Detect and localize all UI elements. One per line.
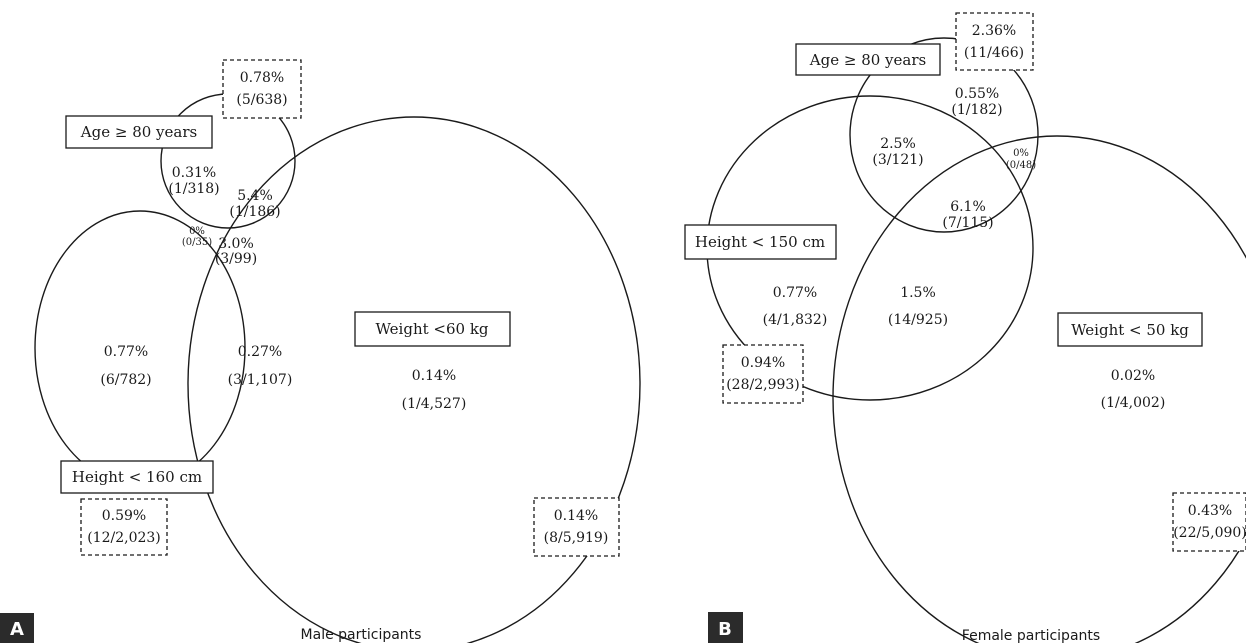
- b-height-label-box: [684, 224, 837, 260]
- b-age-total-box: [955, 12, 1034, 71]
- a-age-total-box: [222, 59, 302, 119]
- a-age-height-pct: 0%: [189, 226, 205, 237]
- a-weight-total-pct: 0.14%: [554, 508, 598, 524]
- a-weight-circle: [187, 116, 641, 643]
- b-age-label-box: [795, 43, 941, 76]
- panel-a: Age ≥ 80 years 0.78% (5/638) Weight <60 …: [0, 59, 641, 643]
- b-age-height-frac: (3/121): [872, 152, 923, 168]
- b-weight-total-box: [1172, 492, 1246, 552]
- a-age-weight-frac: (1/186): [229, 204, 280, 220]
- a-panel-letter: A: [10, 619, 24, 640]
- a-weight-total-box: [533, 497, 620, 557]
- b-height-total-pct: 0.94%: [741, 355, 785, 371]
- a-panel-tag: [0, 613, 34, 643]
- b-weight-total-pct: 0.43%: [1188, 503, 1232, 519]
- b-height-only-pct: 0.77%: [773, 285, 817, 301]
- a-height-total-box: [80, 498, 168, 556]
- b-all-three-frac: (7/115): [942, 215, 993, 231]
- a-caption: Male participants: [301, 627, 422, 643]
- b-age-label: Age ≥ 80 years: [809, 51, 926, 69]
- b-weight-only-pct: 0.02%: [1111, 368, 1155, 384]
- a-weight-label: Weight <60 kg: [375, 320, 488, 338]
- b-panel-tag: [708, 612, 743, 643]
- b-weight-label: Weight < 50 kg: [1071, 321, 1189, 339]
- a-age-label-box: [65, 115, 213, 149]
- b-weight-only-frac: (1/4,002): [1101, 395, 1166, 411]
- a-height-total-pct: 0.59%: [102, 508, 146, 524]
- b-age-weight-frac: (0/48): [1006, 160, 1036, 171]
- b-age-only-frac: (1/182): [951, 102, 1002, 118]
- a-age-label: Age ≥ 80 years: [80, 123, 197, 141]
- a-height-total-frac: (12/2,023): [87, 530, 161, 546]
- b-age-weight-pct: 0%: [1013, 148, 1029, 159]
- a-all-three-frac: (3/99): [215, 251, 257, 267]
- a-weight-only-pct: 0.14%: [412, 368, 456, 384]
- a-height-weight-pct: 0.27%: [238, 344, 282, 360]
- b-age-total-pct: 2.36%: [972, 23, 1016, 39]
- b-height-label: Height < 150 cm: [695, 233, 825, 251]
- a-weight-total-frac: (8/5,919): [544, 530, 609, 546]
- b-weight-circle: [832, 135, 1246, 643]
- a-height-only-frac: (6/782): [100, 372, 151, 388]
- a-age-total-frac: (5/638): [236, 92, 287, 108]
- a-height-label: Height < 160 cm: [72, 468, 202, 486]
- b-age-only-pct: 0.55%: [955, 86, 999, 102]
- a-age-weight-pct: 5.4%: [237, 188, 273, 204]
- a-age-height-frac: (0/35): [182, 237, 212, 248]
- panel-b: Age ≥ 80 years 2.36% (11/466) Height < 1…: [684, 12, 1246, 643]
- b-age-height-pct: 2.5%: [880, 136, 916, 152]
- a-weight-label-box: [354, 311, 511, 347]
- b-age-circle: [849, 37, 1039, 233]
- a-age-only-pct: 0.31%: [172, 165, 216, 181]
- b-height-weight-frac: (14/925): [888, 312, 948, 328]
- b-height-weight-pct: 1.5%: [900, 285, 936, 301]
- a-height-label-box: [60, 460, 214, 494]
- b-age-total-frac: (11/466): [964, 45, 1024, 61]
- b-weight-total-frac: (22/5,090): [1173, 525, 1246, 541]
- a-age-total-pct: 0.78%: [240, 70, 284, 86]
- a-age-only-frac: (1/318): [168, 181, 219, 197]
- a-all-three-pct: 3.0%: [218, 236, 254, 252]
- a-height-weight-frac: (3/1,107): [228, 372, 293, 388]
- b-panel-letter: B: [718, 619, 732, 640]
- b-height-total-box: [722, 344, 804, 404]
- b-weight-label-box: [1057, 312, 1203, 347]
- a-height-only-pct: 0.77%: [104, 344, 148, 360]
- b-all-three-pct: 6.1%: [950, 199, 986, 215]
- b-height-total-frac: (28/2,993): [726, 377, 800, 393]
- b-height-only-frac: (4/1,832): [763, 312, 828, 328]
- a-weight-only-frac: (1/4,527): [402, 396, 467, 412]
- b-caption: Female participants: [962, 628, 1100, 643]
